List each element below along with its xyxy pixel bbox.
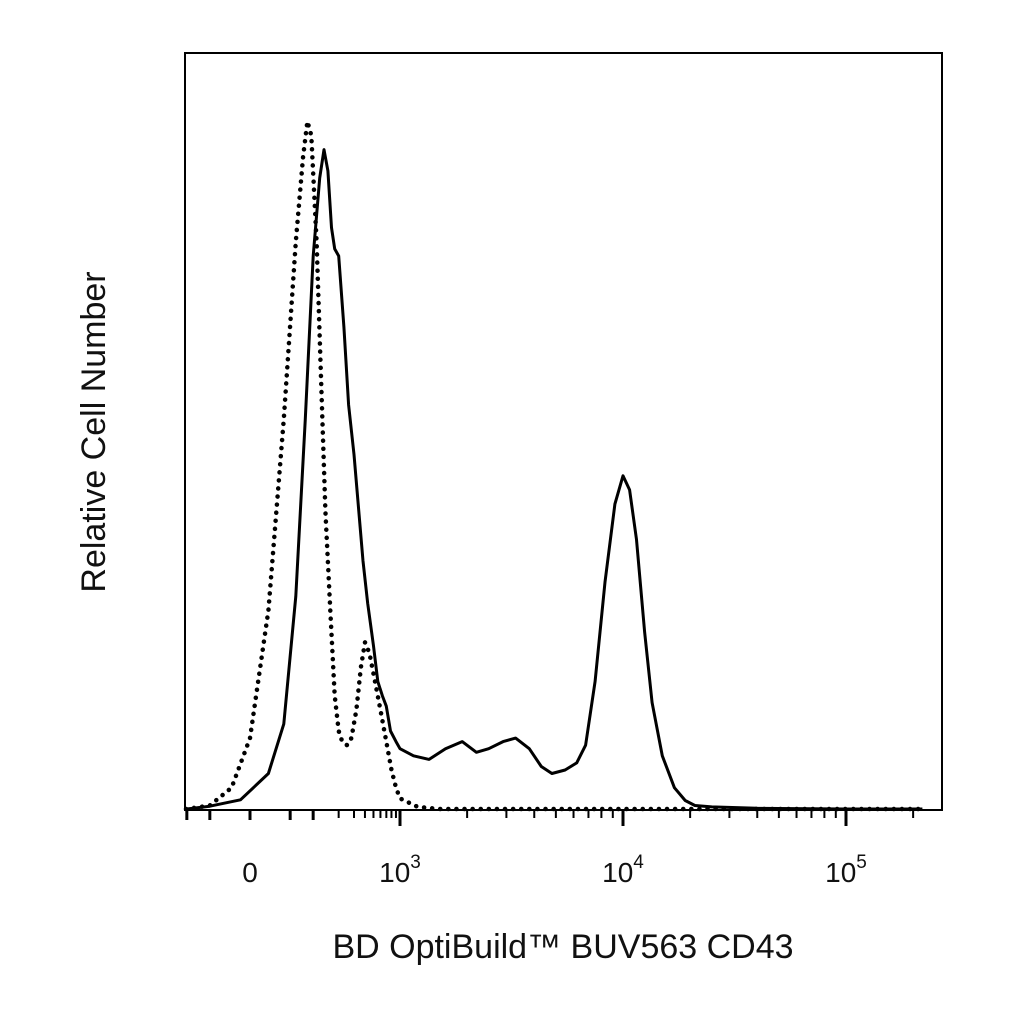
series-line-solid [185,148,923,811]
series-line-dotted [183,119,925,812]
x-axis-tick-labels: 0 103 104 105 [242,852,867,888]
x-tick-label-2: 104 [602,852,644,888]
x-tick-label-0: 0 [242,857,258,888]
series-group [183,119,925,812]
x-tick-label-1: 103 [379,852,421,888]
x-axis-ticks [185,810,915,826]
y-axis-title: Relative Cell Number [75,271,113,592]
plot-frame [184,52,943,811]
x-axis-title: BD OptiBuild™ BUV563 CD43 [332,928,793,966]
x-tick-label-3: 105 [825,852,867,888]
